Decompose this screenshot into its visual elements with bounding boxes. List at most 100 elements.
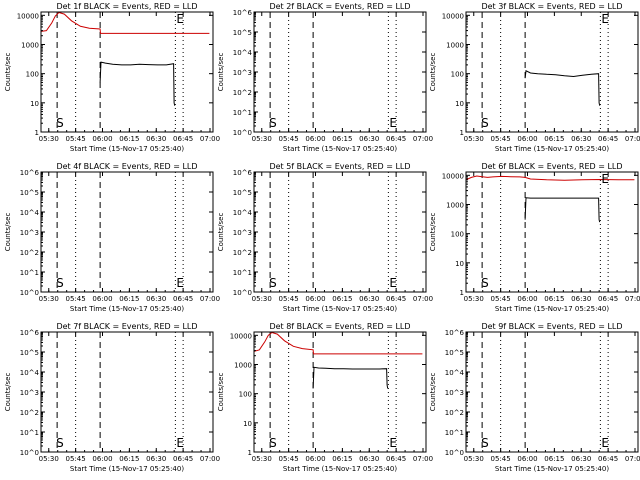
panel-title: Det 4f BLACK = Events, RED = LLD bbox=[56, 162, 197, 171]
x-tick-label: 06:45 bbox=[598, 135, 618, 143]
y-tick-label: 10^2 bbox=[445, 409, 464, 417]
x-tick-label: 05:30 bbox=[252, 455, 272, 463]
end-marker-label: E bbox=[389, 276, 397, 290]
detector-panel: Det 5f BLACK = Events, RED = LLD 05:30 05:… bbox=[217, 162, 433, 313]
start-marker-label: S bbox=[269, 436, 277, 450]
y-tick-label: 100 bbox=[451, 231, 464, 239]
y-axis-label: Counts/sec bbox=[4, 373, 12, 412]
y-tick-label: 10^0 bbox=[233, 129, 252, 137]
x-tick-label: 06:45 bbox=[598, 455, 618, 463]
y-tick-label: 100 bbox=[26, 71, 39, 79]
detector-panel: Det 7f BLACK = Events, RED = LLD 05:30 05:… bbox=[4, 322, 220, 473]
end-marker-label: E bbox=[389, 116, 397, 130]
series-line-events bbox=[312, 366, 389, 389]
panel-title: Det 8f BLACK = Events, RED = LLD bbox=[269, 322, 410, 331]
y-tick-label: 10 bbox=[243, 420, 252, 428]
x-tick-label: 07:00 bbox=[625, 455, 640, 463]
x-tick-label: 05:30 bbox=[252, 135, 272, 143]
x-tick-label: 07:00 bbox=[200, 455, 220, 463]
x-tick-label: 06:45 bbox=[173, 135, 193, 143]
y-axis-label: Counts/sec bbox=[429, 53, 437, 92]
y-tick-label: 10^4 bbox=[233, 209, 253, 217]
y-tick-label: 10^1 bbox=[233, 109, 252, 117]
end-marker-label: E bbox=[389, 436, 397, 450]
detector-panel: Det 3f BLACK = Events, RED = LLD 05:30 05:… bbox=[429, 2, 640, 153]
y-tick-label: 1 bbox=[460, 289, 464, 297]
x-tick-label: 07:00 bbox=[625, 295, 640, 303]
detector-panel: Det 1f BLACK = Events, RED = LLD 05:30 05:… bbox=[4, 2, 220, 153]
x-tick-label: 07:00 bbox=[413, 455, 433, 463]
y-tick-label: 10^3 bbox=[20, 389, 39, 397]
x-axis-label: Start Time (15-Nov-17 05:25:40) bbox=[495, 305, 609, 313]
x-axis-label: Start Time (15-Nov-17 05:25:40) bbox=[283, 465, 397, 473]
x-tick-label: 05:30 bbox=[39, 455, 59, 463]
x-axis-label: Start Time (15-Nov-17 05:25:40) bbox=[495, 465, 609, 473]
x-tick-label: 06:15 bbox=[332, 135, 352, 143]
y-tick-label: 10^6 bbox=[233, 9, 253, 17]
y-tick-label: 1 bbox=[35, 129, 39, 137]
x-tick-label: 05:45 bbox=[66, 455, 86, 463]
y-tick-label: 10^3 bbox=[445, 389, 464, 397]
x-tick-label: 07:00 bbox=[413, 135, 433, 143]
start-marker-label: S bbox=[269, 276, 277, 290]
y-axis-label: Counts/sec bbox=[4, 213, 12, 252]
y-tick-label: 10^0 bbox=[445, 449, 464, 457]
x-tick-label: 07:00 bbox=[200, 135, 220, 143]
x-tick-label: 05:30 bbox=[464, 455, 484, 463]
y-tick-label: 10 bbox=[30, 100, 39, 108]
x-tick-label: 06:15 bbox=[332, 455, 352, 463]
y-tick-label: 1000 bbox=[234, 361, 252, 369]
y-tick-label: 100 bbox=[239, 391, 252, 399]
start-marker-label: S bbox=[56, 276, 64, 290]
y-tick-label: 10^2 bbox=[233, 89, 252, 97]
x-tick-label: 06:00 bbox=[517, 135, 537, 143]
x-tick-label: 05:45 bbox=[279, 295, 299, 303]
y-tick-label: 10^2 bbox=[20, 409, 39, 417]
detector-panel: Det 4f BLACK = Events, RED = LLD 05:30 05:… bbox=[4, 162, 220, 313]
series-line-lld bbox=[253, 331, 423, 355]
end-marker-label: E bbox=[176, 276, 184, 290]
y-tick-label: 10^1 bbox=[445, 429, 464, 437]
series-line-events bbox=[99, 61, 176, 106]
y-tick-label: 10000 bbox=[442, 172, 464, 180]
x-tick-label: 05:45 bbox=[491, 455, 511, 463]
plot-frame bbox=[253, 11, 427, 133]
x-tick-label: 06:30 bbox=[146, 295, 166, 303]
x-tick-label: 06:45 bbox=[173, 295, 193, 303]
panel-title: Det 6f BLACK = Events, RED = LLD bbox=[481, 162, 622, 171]
y-tick-label: 10^3 bbox=[233, 69, 252, 77]
plot-frame bbox=[253, 171, 427, 293]
x-tick-label: 06:45 bbox=[386, 295, 406, 303]
x-tick-label: 06:45 bbox=[386, 455, 406, 463]
detector-panel: Det 6f BLACK = Events, RED = LLD 05:30 05:… bbox=[429, 162, 640, 313]
detector-panel: Det 9f BLACK = Events, RED = LLD 05:30 05:… bbox=[429, 322, 640, 473]
start-marker-label: S bbox=[481, 116, 489, 130]
end-marker-label: E bbox=[176, 436, 184, 450]
y-axis-label: Counts/sec bbox=[429, 213, 437, 252]
y-tick-label: 1000 bbox=[21, 41, 39, 49]
x-tick-label: 06:45 bbox=[598, 295, 618, 303]
start-marker-label: S bbox=[56, 116, 64, 130]
series-line-events bbox=[524, 70, 601, 106]
y-tick-label: 10^0 bbox=[20, 449, 39, 457]
x-tick-label: 06:00 bbox=[92, 455, 112, 463]
panel-title: Det 2f BLACK = Events, RED = LLD bbox=[269, 2, 410, 11]
x-tick-label: 05:30 bbox=[252, 295, 272, 303]
plot-frame bbox=[465, 171, 639, 293]
y-tick-label: 10^5 bbox=[233, 189, 252, 197]
x-tick-label: 06:15 bbox=[119, 295, 139, 303]
y-tick-label: 10^4 bbox=[20, 209, 40, 217]
x-tick-label: 07:00 bbox=[413, 295, 433, 303]
y-axis-label: Counts/sec bbox=[429, 373, 437, 412]
end-marker-label: E bbox=[601, 12, 609, 26]
y-tick-label: 100 bbox=[451, 71, 464, 79]
y-tick-label: 10^5 bbox=[20, 349, 39, 357]
x-tick-label: 06:30 bbox=[359, 455, 379, 463]
x-tick-label: 06:30 bbox=[571, 135, 591, 143]
x-tick-label: 06:15 bbox=[544, 295, 564, 303]
x-tick-label: 06:30 bbox=[359, 295, 379, 303]
panel-title: Det 9f BLACK = Events, RED = LLD bbox=[481, 322, 622, 331]
x-tick-label: 05:45 bbox=[279, 455, 299, 463]
